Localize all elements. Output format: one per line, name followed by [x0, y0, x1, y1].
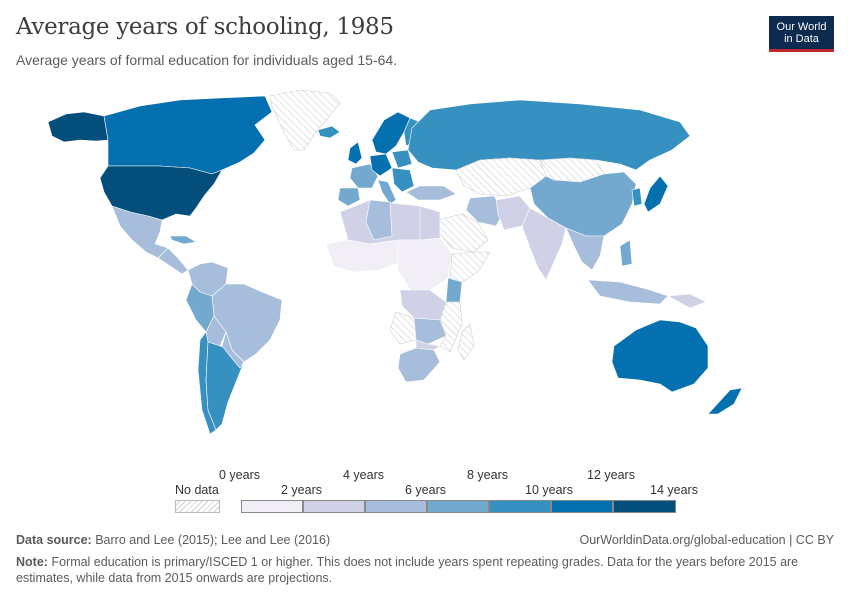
- note-label: Note:: [16, 555, 48, 569]
- country-south-africa[interactable]: [397, 347, 441, 383]
- legend-bin-2: [365, 500, 427, 513]
- country-balkans[interactable]: [391, 167, 415, 193]
- country-india[interactable]: [521, 207, 567, 281]
- country-botswana[interactable]: [415, 339, 441, 351]
- country-greenland[interactable]: [269, 89, 341, 151]
- country-central-africa[interactable]: [397, 237, 453, 291]
- country-se-asia[interactable]: [565, 227, 605, 271]
- country-japan[interactable]: [643, 175, 669, 213]
- country-egypt[interactable]: [419, 205, 441, 241]
- data-source: Data source: Barro and Lee (2015); Lee a…: [16, 533, 330, 547]
- country-australia[interactable]: [611, 319, 709, 393]
- country-iceland[interactable]: [317, 125, 341, 139]
- country-iran[interactable]: [465, 195, 505, 227]
- country-new-zealand[interactable]: [707, 387, 743, 415]
- country-mozambique[interactable]: [439, 301, 463, 353]
- source-url-link[interactable]: OurWorldinData.org/global-education | CC…: [579, 533, 834, 547]
- country-philippines[interactable]: [619, 239, 633, 267]
- country-papua[interactable]: [667, 293, 707, 309]
- country-poland[interactable]: [391, 149, 413, 169]
- country-usa[interactable]: [99, 165, 223, 221]
- country-west-africa[interactable]: [325, 239, 401, 273]
- legend-bin-4: [489, 500, 551, 513]
- country-korea[interactable]: [631, 187, 643, 207]
- country-indonesia[interactable]: [587, 279, 669, 305]
- chart-subtitle: Average years of formal education for in…: [16, 52, 398, 68]
- country-zambia[interactable]: [413, 317, 447, 345]
- legend-tick-12: 12 years: [587, 468, 635, 482]
- country-italy[interactable]: [377, 179, 397, 205]
- legend-tick-0: 0 years: [219, 468, 260, 482]
- logo-line-2: in Data: [784, 33, 819, 45]
- country-uk[interactable]: [347, 141, 363, 165]
- country-spain[interactable]: [337, 187, 361, 207]
- logo-line-1: Our World: [776, 21, 827, 33]
- country-france[interactable]: [349, 163, 379, 189]
- country-saudi-arabia[interactable]: [437, 213, 489, 253]
- country-horn-of-africa[interactable]: [449, 251, 491, 283]
- country-mexico[interactable]: [111, 205, 169, 259]
- legend-tick-6: 6 years: [405, 483, 446, 497]
- country-alaska[interactable]: [47, 111, 109, 143]
- data-source-label: Data source:: [16, 533, 92, 547]
- legend-bin-5: [551, 500, 613, 513]
- legend-no-data-swatch: [175, 500, 220, 513]
- country-cuba[interactable]: [169, 235, 197, 245]
- legend-tick-4: 4 years: [343, 468, 384, 482]
- legend-bin-3: [427, 500, 489, 513]
- country-kenya[interactable]: [445, 277, 463, 303]
- country-angola[interactable]: [389, 311, 417, 345]
- legend-tick-8: 8 years: [467, 468, 508, 482]
- legend-bin-0: [241, 500, 303, 513]
- country-madagascar[interactable]: [457, 323, 475, 361]
- world-map: [47, 89, 743, 435]
- country-canada[interactable]: [103, 95, 273, 175]
- note-text: Formal education is primary/ISCED 1 or h…: [16, 555, 799, 585]
- country-greece-turkey[interactable]: [405, 185, 457, 201]
- owid-logo[interactable]: Our World in Data: [769, 16, 834, 52]
- legend-bin-1: [303, 500, 365, 513]
- chart-title: Average years of schooling, 1985: [16, 14, 394, 40]
- country-paraguay[interactable]: [221, 331, 245, 369]
- country-germany[interactable]: [369, 153, 393, 177]
- data-source-text: Barro and Lee (2015); Lee and Lee (2016): [95, 533, 331, 547]
- legend-tick-14: 14 years: [650, 483, 698, 497]
- legend-no-data-label: No data: [175, 483, 219, 497]
- legend-tick-2: 2 years: [281, 483, 322, 497]
- country-algeria[interactable]: [365, 199, 393, 241]
- note: Note: Formal education is primary/ISCED …: [16, 554, 834, 586]
- legend-bin-6: [613, 500, 676, 513]
- legend-tick-10: 10 years: [525, 483, 573, 497]
